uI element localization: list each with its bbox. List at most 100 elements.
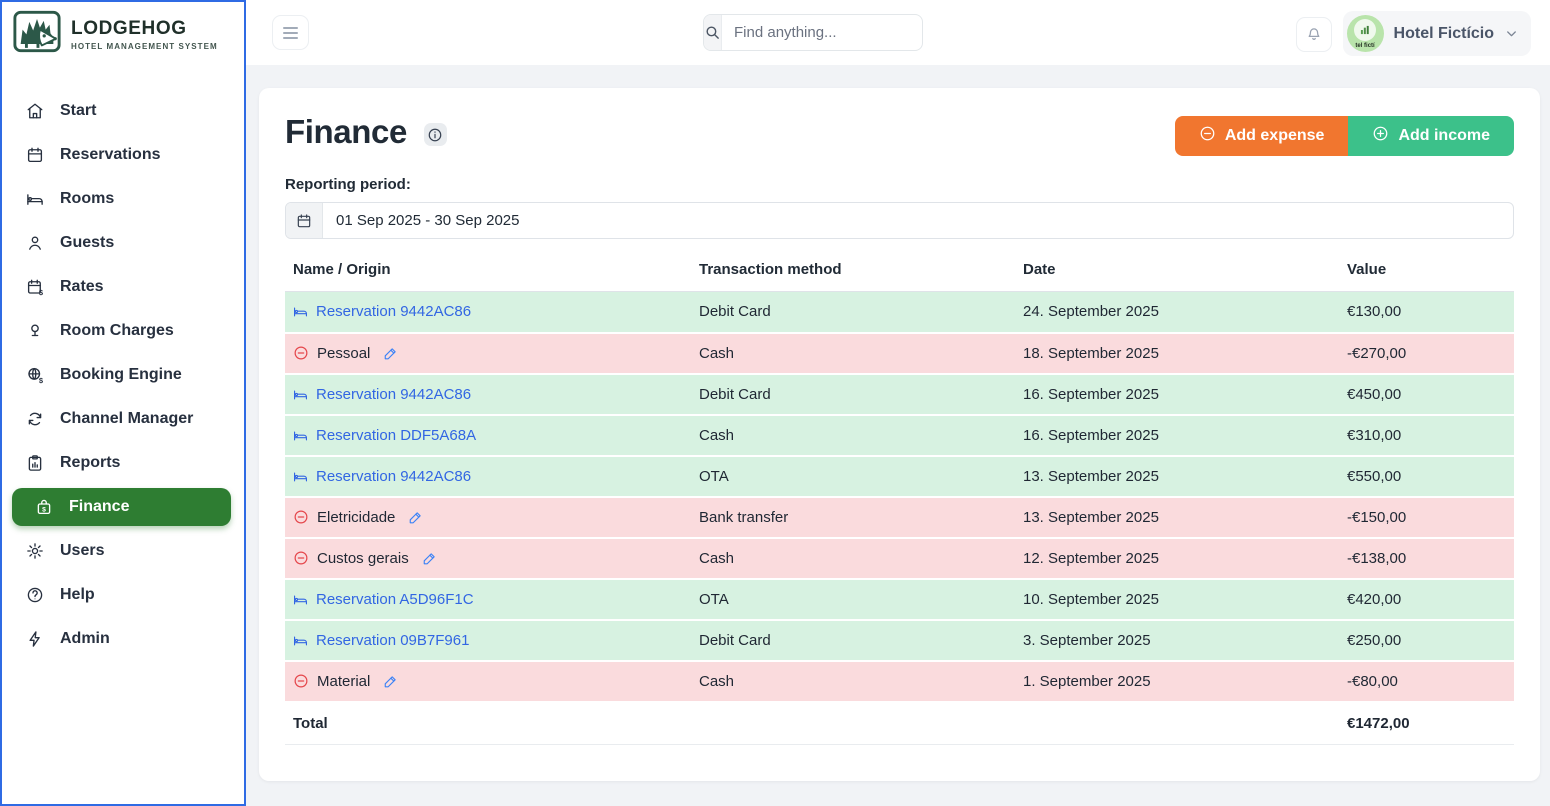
sidebar-item-label: Admin <box>60 630 110 647</box>
sidebar-item-reservations[interactable]: Reservations <box>0 133 246 177</box>
avatar: tel fictí <box>1346 15 1384 52</box>
bed-icon <box>25 190 44 209</box>
transaction-date: 12. September 2025 <box>1023 537 1347 580</box>
sidebar: LODGEHOG HOTEL MANAGEMENT SYSTEM Start Re… <box>0 0 246 806</box>
reservation-link[interactable]: Reservation DDF5A68A <box>293 427 476 444</box>
transaction-value: €450,00 <box>1347 373 1514 416</box>
info-icon[interactable] <box>423 123 447 146</box>
report-icon <box>25 454 44 473</box>
home-icon <box>25 102 44 121</box>
sidebar-item-channel-manager[interactable]: Channel Manager <box>0 397 246 441</box>
search-box <box>703 14 923 51</box>
sidebar-item-finance[interactable]: $ Finance <box>12 488 231 526</box>
table-row: Reservation 9442AC86 OTA 13. September 202… <box>285 455 1514 498</box>
table-row: Pessoal Cash 18. September 2025 -€270,00 <box>285 332 1514 375</box>
bed-icon <box>293 428 308 443</box>
expense-minus-icon <box>293 509 309 525</box>
sidebar-item-room-charges[interactable]: Room Charges <box>0 309 246 353</box>
table-row: Eletricidade Bank transfer 13. September 2… <box>285 496 1514 539</box>
brand-name: LODGEHOG <box>71 17 187 39</box>
sidebar-item-admin[interactable]: Admin <box>0 617 246 661</box>
reservation-label: Reservation A5D96F1C <box>316 590 474 608</box>
sidebar-item-label: Reports <box>60 454 121 471</box>
svg-text:$: $ <box>38 376 43 384</box>
reservation-label: Reservation 9442AC86 <box>316 385 472 403</box>
total-label: Total <box>285 701 699 745</box>
chevron-down-icon <box>1504 26 1519 41</box>
finance-icon: $ <box>34 498 53 517</box>
reservation-link[interactable]: Reservation 9442AC86 <box>293 386 471 403</box>
reservation-link[interactable]: Reservation 9442AC86 <box>293 468 471 485</box>
reporting-period-input[interactable]: 01 Sep 2025 - 30 Sep 2025 <box>285 202 1514 239</box>
table-row: Material Cash 1. September 2025 -€80,00 <box>285 660 1514 703</box>
add-expense-button[interactable]: Add expense <box>1174 116 1349 156</box>
topbar: tel fictí Hotel Fictício <box>246 0 1550 65</box>
sidebar-item-booking-engine[interactable]: $ Booking Engine <box>0 353 246 397</box>
transaction-date: 13. September 2025 <box>1023 455 1347 498</box>
transaction-value: €310,00 <box>1347 414 1514 457</box>
search-input[interactable] <box>722 15 922 50</box>
sidebar-item-guests[interactable]: Guests <box>0 221 246 265</box>
reservation-link[interactable]: Reservation 9442AC86 <box>293 303 471 320</box>
calendar-icon <box>25 146 44 165</box>
transaction-date: 18. September 2025 <box>1023 332 1347 375</box>
bed-icon <box>293 633 308 648</box>
expense-label: Custos gerais <box>317 549 409 567</box>
column-header-name: Name / Origin <box>285 255 699 292</box>
transaction-date: 13. September 2025 <box>1023 496 1347 539</box>
add-income-button[interactable]: Add income <box>1348 116 1514 156</box>
reservation-label: Reservation DDF5A68A <box>316 426 477 444</box>
sidebar-item-help[interactable]: Help <box>0 573 246 617</box>
edit-pencil-icon[interactable] <box>383 674 398 689</box>
sidebar-item-label: Finance <box>69 498 130 515</box>
edit-pencil-icon[interactable] <box>383 346 398 361</box>
reservation-label: Reservation 9442AC86 <box>316 467 472 485</box>
calendar-icon <box>286 203 323 238</box>
plus-circle-icon <box>1372 125 1389 147</box>
bed-icon <box>293 592 308 607</box>
expense-minus-icon <box>293 673 309 689</box>
notifications-button[interactable] <box>1295 17 1332 52</box>
table-row: Reservation DDF5A68A Cash 16. September 20… <box>285 414 1514 457</box>
transaction-value: -€270,00 <box>1347 332 1514 375</box>
user-menu[interactable]: tel fictí Hotel Fictício <box>1342 11 1531 56</box>
expense-label: Material <box>317 672 371 690</box>
sidebar-item-label: Booking Engine <box>60 366 182 383</box>
transaction-date: 16. September 2025 <box>1023 373 1347 416</box>
sidebar-item-start[interactable]: Start <box>0 89 246 133</box>
transaction-value: -€138,00 <box>1347 537 1514 580</box>
minus-circle-icon <box>1199 125 1216 147</box>
reservation-link[interactable]: Reservation A5D96F1C <box>293 591 474 608</box>
table-row: Reservation 09B7F961 Debit Card 3. Septemb… <box>285 619 1514 662</box>
transaction-method: Cash <box>699 537 1023 580</box>
menu-toggle-button[interactable] <box>272 15 309 50</box>
transaction-value: -€150,00 <box>1347 496 1514 539</box>
sidebar-item-label: Guests <box>60 234 115 251</box>
transaction-date: 1. September 2025 <box>1023 660 1347 703</box>
logo[interactable]: LODGEHOG HOTEL MANAGEMENT SYSTEM <box>0 0 246 67</box>
sync-icon <box>25 410 44 429</box>
transaction-date: 16. September 2025 <box>1023 414 1347 457</box>
finance-card: Finance Add expense <box>259 88 1540 781</box>
transaction-method: Cash <box>699 660 1023 703</box>
sidebar-item-rooms[interactable]: Rooms <box>0 177 246 221</box>
transaction-value: €250,00 <box>1347 619 1514 662</box>
content-area: Finance Add expense <box>246 65 1550 806</box>
sidebar-item-label: Room Charges <box>60 322 174 339</box>
transaction-method: Debit Card <box>699 619 1023 662</box>
expense-label: Pessoal <box>317 344 371 362</box>
bell-icon <box>1305 24 1323 45</box>
sidebar-item-users[interactable]: Users <box>0 529 246 573</box>
edit-pencil-icon[interactable] <box>408 510 423 525</box>
edit-pencil-icon[interactable] <box>422 551 437 566</box>
help-icon <box>25 586 44 605</box>
reservation-link[interactable]: Reservation 09B7F961 <box>293 632 469 649</box>
sidebar-item-reports[interactable]: Reports <box>0 441 246 485</box>
sidebar-item-label: Users <box>60 542 105 559</box>
transaction-value: €130,00 <box>1347 291 1514 334</box>
svg-text:$: $ <box>42 506 46 513</box>
user-name: Hotel Fictício <box>1393 24 1494 42</box>
sidebar-item-rates[interactable]: $ Rates <box>0 265 246 309</box>
reporting-period-label: Reporting period: <box>285 176 411 193</box>
search-icon <box>704 15 722 50</box>
